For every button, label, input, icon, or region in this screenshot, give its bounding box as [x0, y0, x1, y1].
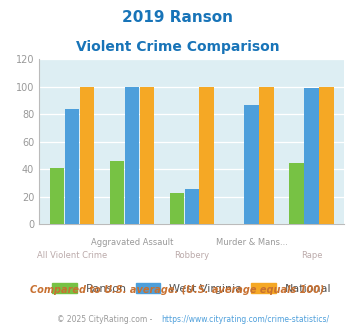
Text: Violent Crime Comparison: Violent Crime Comparison [76, 40, 279, 53]
Bar [289, 162, 304, 224]
Text: All Violent Crime: All Violent Crime [37, 251, 107, 260]
Bar [170, 193, 184, 224]
Bar [319, 87, 334, 224]
Bar [110, 161, 124, 224]
Bar [185, 189, 199, 224]
Text: © 2025 CityRating.com -: © 2025 CityRating.com - [57, 315, 154, 324]
Bar [140, 87, 154, 224]
Text: Rape: Rape [301, 251, 322, 260]
Bar [244, 105, 259, 224]
Bar [50, 168, 64, 224]
Text: 2019 Ranson: 2019 Ranson [122, 10, 233, 25]
Bar [200, 87, 214, 224]
Bar [304, 88, 318, 224]
Text: Compared to U.S. average. (U.S. average equals 100): Compared to U.S. average. (U.S. average … [30, 285, 325, 295]
Text: Murder & Mans...: Murder & Mans... [215, 238, 288, 247]
Bar [65, 109, 79, 224]
Legend: Ranson, West Virginia, National: Ranson, West Virginia, National [49, 280, 334, 297]
Bar [80, 87, 94, 224]
Bar [125, 87, 139, 224]
Bar [260, 87, 274, 224]
Text: https://www.cityrating.com/crime-statistics/: https://www.cityrating.com/crime-statist… [162, 315, 330, 324]
Text: Robbery: Robbery [174, 251, 209, 260]
Text: Aggravated Assault: Aggravated Assault [91, 238, 173, 247]
